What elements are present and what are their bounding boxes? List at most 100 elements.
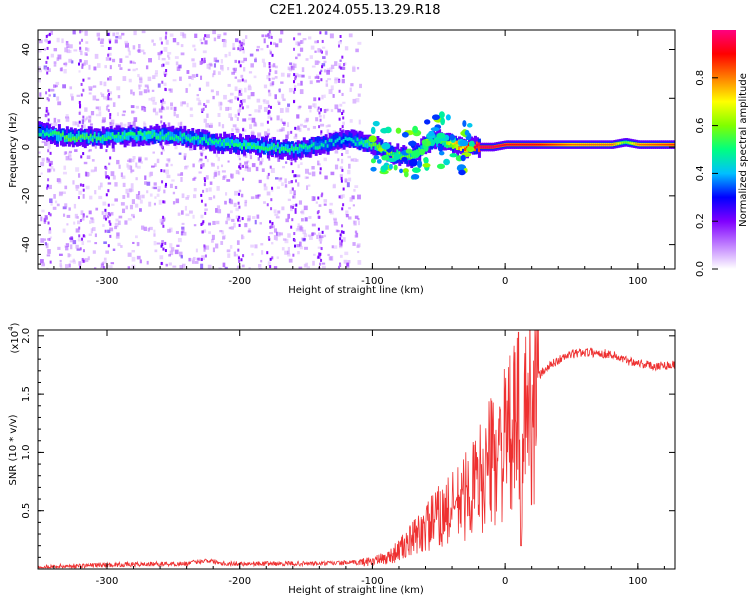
- noise-cell: [309, 80, 313, 85]
- noise-cell: [343, 259, 348, 264]
- streak-cell: [339, 263, 342, 267]
- noise-cell: [180, 32, 184, 36]
- noise-cell: [168, 254, 172, 257]
- noise-cell: [238, 189, 242, 193]
- ridge-cell: [653, 143, 657, 146]
- noise-cell: [223, 94, 227, 100]
- noise-cell: [46, 238, 50, 241]
- ridge-cell: [655, 143, 659, 146]
- noise-cell: [299, 245, 304, 250]
- noise-cell: [94, 145, 97, 149]
- ridge-cell: [69, 132, 73, 140]
- ridge-cell: [193, 136, 197, 140]
- streak-cell: [200, 222, 203, 226]
- noise-cell: [220, 241, 224, 245]
- ridge-cell: [272, 143, 276, 151]
- noise-cell: [130, 183, 134, 189]
- streak-cell: [268, 110, 271, 114]
- noise-cell: [114, 198, 118, 202]
- noise-cell: [240, 133, 245, 138]
- noise-cell: [300, 40, 303, 45]
- noise-cell: [174, 56, 179, 59]
- ridge-cell: [567, 143, 571, 146]
- noise-cell: [306, 266, 310, 269]
- noise-cell: [189, 107, 193, 111]
- ridge-cell: [599, 143, 603, 146]
- streak-cell: [164, 249, 167, 253]
- noise-cell: [46, 254, 51, 257]
- blob: [399, 168, 404, 174]
- ridge-cell: [231, 139, 235, 144]
- streak-cell: [238, 215, 241, 219]
- noise-cell: [202, 50, 207, 54]
- noise-cell: [241, 264, 245, 268]
- noise-cell: [57, 54, 62, 60]
- noise-cell: [294, 133, 298, 137]
- blob: [386, 157, 397, 163]
- blob: [430, 127, 440, 132]
- ridge-cell: [113, 135, 117, 139]
- noise-cell: [151, 165, 155, 168]
- streak-cell: [48, 237, 51, 241]
- ridge-cell: [505, 143, 509, 146]
- ridge-cell: [211, 139, 215, 144]
- ridge-cell: [553, 143, 557, 146]
- ridge-cell: [229, 139, 233, 146]
- noise-cell: [234, 76, 238, 79]
- noise-cell: [170, 247, 175, 252]
- noise-cell: [275, 43, 279, 48]
- ridge-cell: [366, 139, 370, 143]
- ridge-cell: [352, 139, 356, 144]
- noise-cell: [114, 182, 118, 187]
- ridge-cell: [460, 144, 464, 151]
- noise-cell: [111, 203, 115, 206]
- noise-cell: [199, 38, 203, 42]
- ridge-cell: [314, 141, 318, 149]
- streak-cell: [293, 238, 296, 242]
- noise-cell: [165, 61, 170, 65]
- ridge-cell: [237, 139, 241, 147]
- noise-cell: [50, 30, 53, 35]
- ridge-cell: [448, 141, 452, 146]
- noise-cell: [65, 156, 70, 161]
- noise-cell: [222, 176, 226, 180]
- noise-cell: [161, 57, 166, 61]
- noise-cell: [53, 194, 56, 199]
- snr-ytick-label: 1.0: [21, 444, 32, 460]
- ridge-cell: [635, 143, 639, 145]
- noise-cell: [118, 164, 121, 169]
- noise-cell: [347, 260, 351, 264]
- ridge-cell: [173, 133, 177, 141]
- ridge-cell: [585, 143, 589, 146]
- streak-cell: [238, 40, 241, 44]
- noise-cell: [216, 205, 221, 209]
- noise-cell: [227, 253, 231, 258]
- noise-cell: [157, 83, 161, 88]
- ridge-cell: [517, 143, 521, 146]
- ridge-cell: [193, 137, 197, 145]
- noise-cell: [233, 69, 237, 73]
- noise-cell: [178, 152, 182, 155]
- ridge-cell: [59, 133, 63, 137]
- noise-cell: [285, 107, 290, 113]
- ridge-cell: [258, 145, 262, 150]
- ridge-cell: [119, 135, 123, 139]
- blob: [462, 120, 467, 128]
- blob: [466, 123, 473, 128]
- blob: [408, 140, 417, 147]
- noise-cell: [180, 44, 184, 48]
- ridge-cell: [300, 144, 304, 148]
- noise-cell: [258, 264, 262, 268]
- noise-cell: [93, 66, 97, 71]
- noise-cell: [281, 182, 284, 186]
- ridge-cell: [587, 143, 591, 146]
- ridge-cell: [410, 157, 414, 161]
- streak-cell: [293, 87, 296, 91]
- ridge-cell: [382, 146, 386, 158]
- ridge-cell: [151, 134, 155, 139]
- streak-cell: [320, 78, 323, 82]
- streak-cell: [203, 37, 206, 41]
- streak-cell: [164, 141, 167, 145]
- streak-cell: [237, 256, 240, 260]
- noise-cell: [299, 226, 304, 232]
